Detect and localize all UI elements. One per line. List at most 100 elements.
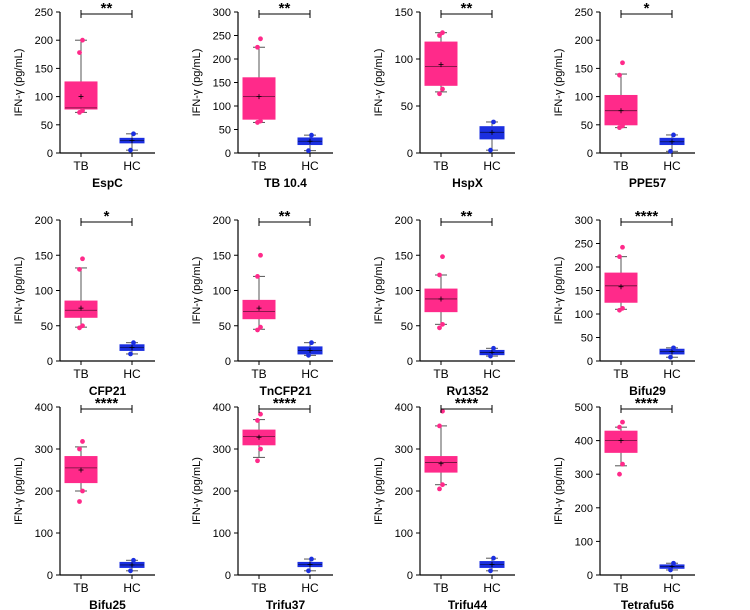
panel-hspx: 0 50 100 150 IFN-γ (pg/mL) TB HC ** HspX — [373, 0, 515, 190]
y-tick-label: 200 — [575, 35, 593, 47]
x-tick-label: TB — [613, 581, 628, 595]
x-tick-label: HC — [663, 159, 681, 173]
x-tick-label: HC — [663, 367, 681, 381]
panel-tetrafu56: 0 100 200 300 400 500 IFN-γ (pg/mL) TB HC **** Tet… — [553, 395, 695, 610]
x-tick-label: TB — [73, 367, 88, 381]
y-tick-label: 0 — [587, 148, 593, 160]
x-tick-label: HC — [301, 581, 319, 595]
y-tick-label: 200 — [35, 35, 53, 47]
hc-data-point — [309, 556, 314, 562]
hc-data-point — [491, 345, 496, 351]
x-tick-label: HC — [483, 159, 501, 173]
y-axis-title: IFN-γ (pg/mL) — [191, 457, 203, 525]
x-tick-label: TB — [433, 159, 448, 173]
y-tick-label: 150 — [35, 250, 53, 262]
tb-data-point — [437, 33, 442, 38]
tb-data-point — [437, 423, 442, 429]
y-tick-label: 300 — [213, 444, 231, 456]
hc-data-point — [131, 340, 136, 346]
panel-trifu44: 0 100 200 300 400 IFN-γ (pg/mL) TB HC **** Trifu4… — [373, 395, 515, 610]
y-tick-label: 150 — [213, 250, 231, 262]
y-tick-label: 300 — [35, 444, 53, 456]
tb-data-point — [437, 325, 442, 331]
hc-data-point — [309, 340, 314, 346]
panel-tncfp21: 0 50 100 150 200 IFN-γ (pg/mL) TB HC ** TnCFP21 — [191, 208, 333, 398]
x-tick-label: TB — [433, 367, 448, 381]
hc-data-point — [306, 352, 311, 358]
y-axis-title: IFN-γ (pg/mL) — [191, 257, 203, 325]
y-tick-label: 500 — [575, 402, 593, 414]
hc-data-point — [491, 555, 496, 561]
tb-data-point — [258, 36, 263, 42]
y-tick-label: 0 — [47, 148, 53, 160]
x-tick-label: HC — [301, 367, 319, 381]
tb-data-point — [77, 50, 82, 56]
y-tick-label: 300 — [575, 215, 593, 227]
tb-data-point — [80, 256, 85, 262]
significance-label: **** — [635, 208, 659, 225]
y-tick-label: 400 — [395, 402, 413, 414]
significance-label: ** — [461, 0, 473, 17]
tb-data-point — [617, 471, 622, 477]
y-tick-label: 300 — [213, 7, 231, 19]
y-tick-label: 100 — [213, 528, 231, 540]
tb-data-point — [620, 123, 625, 129]
panel-title: EspC — [92, 176, 123, 190]
x-tick-label: TB — [251, 581, 266, 595]
y-tick-label: 0 — [225, 148, 231, 160]
tb-data-point — [437, 91, 442, 97]
tb-data-point — [80, 323, 85, 329]
y-tick-label: 50 — [219, 321, 231, 333]
panel-cfp21: 0 50 100 150 200 IFN-γ (pg/mL) TB HC * CFP21 — [13, 208, 155, 398]
tb-data-point — [258, 324, 263, 330]
y-tick-label: 150 — [213, 78, 231, 90]
x-tick-label: TB — [251, 159, 266, 173]
panel-rv1352: 0 50 100 150 200 IFN-γ (pg/mL) TB HC ** Rv1352 — [373, 208, 515, 398]
y-axis-title: IFN-γ (pg/mL) — [13, 49, 25, 117]
y-tick-label: 100 — [575, 92, 593, 104]
panel-espc: 0 50 100 150 200 250 IFN-γ (pg/mL) TB HC ** EspC — [13, 0, 155, 190]
hc-data-point — [488, 147, 493, 153]
significance-label: * — [104, 208, 110, 225]
y-tick-label: 50 — [219, 125, 231, 137]
tb-data-point — [440, 30, 445, 36]
y-tick-label: 100 — [395, 528, 413, 540]
y-tick-label: 250 — [35, 7, 53, 19]
x-tick-label: HC — [123, 367, 141, 381]
panel-ppe57: 0 50 100 150 200 250 IFN-γ (pg/mL) TB HC * PPE57 — [553, 0, 695, 190]
tb-data-point — [620, 419, 625, 425]
y-tick-label: 0 — [407, 148, 413, 160]
hc-data-point — [131, 557, 136, 563]
tb-data-point — [437, 272, 442, 278]
y-tick-label: 0 — [407, 570, 413, 582]
y-tick-label: 50 — [401, 101, 413, 113]
tb-data-point — [255, 418, 260, 423]
significance-label: **** — [95, 395, 119, 412]
y-tick-label: 150 — [575, 286, 593, 298]
y-axis-title: IFN-γ (pg/mL) — [191, 49, 203, 117]
y-axis-title: IFN-γ (pg/mL) — [553, 257, 565, 325]
tb-data-point — [620, 305, 625, 311]
y-axis-title: IFN-γ (pg/mL) — [373, 49, 385, 117]
hc-data-point — [128, 568, 133, 574]
y-tick-label: 0 — [587, 570, 593, 582]
y-tick-label: 200 — [213, 54, 231, 66]
y-tick-label: 300 — [575, 469, 593, 481]
hc-data-point — [306, 568, 311, 574]
significance-label: ** — [279, 0, 291, 17]
y-tick-label: 0 — [47, 356, 53, 368]
hc-data-point — [668, 567, 673, 573]
tb-data-point — [620, 244, 625, 250]
tb-data-point — [620, 461, 625, 467]
panel-title: CFP21 — [89, 384, 127, 398]
y-tick-label: 100 — [35, 286, 53, 298]
tb-data-point — [617, 254, 622, 260]
significance-label: ** — [101, 0, 113, 17]
panel-title: TB 10.4 — [264, 176, 307, 190]
tb-data-point — [77, 266, 82, 272]
y-axis-title: IFN-γ (pg/mL) — [373, 257, 385, 325]
significance-label: ** — [279, 208, 291, 225]
y-tick-label: 200 — [213, 486, 231, 498]
y-tick-label: 50 — [41, 321, 53, 333]
x-tick-label: HC — [123, 581, 141, 595]
